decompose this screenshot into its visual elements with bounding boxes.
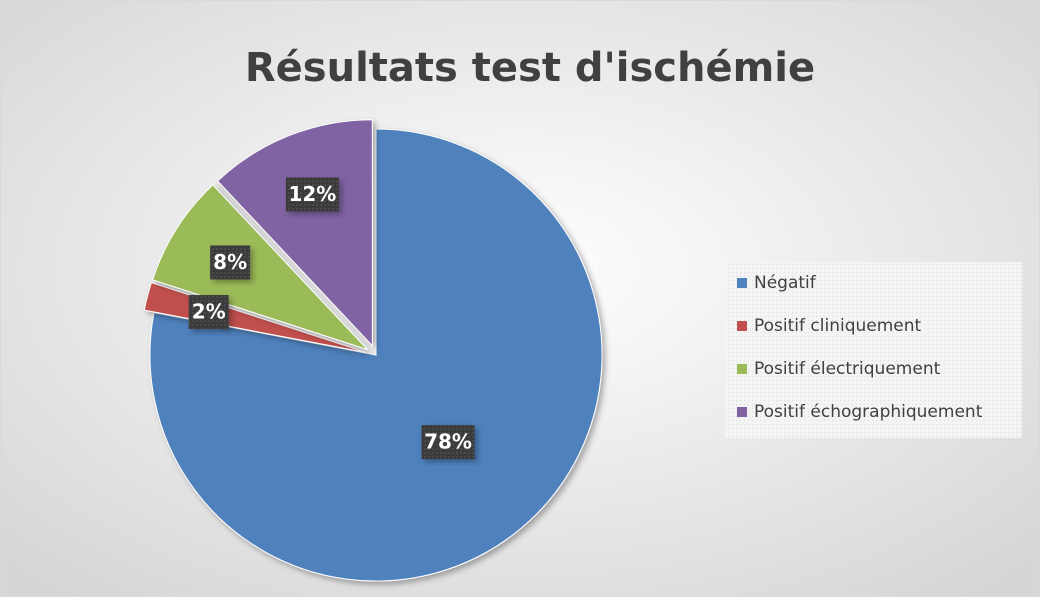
data-label-box [188, 295, 229, 330]
data-label: 12% [288, 182, 336, 206]
legend-label: Négatif [754, 273, 817, 293]
legend-swatch [737, 278, 747, 288]
legend-box [725, 262, 1022, 438]
data-label-box [421, 425, 475, 460]
data-label: 8% [213, 250, 247, 274]
data-label-box [285, 177, 339, 212]
pie-slice [149, 128, 603, 582]
data-label-box [210, 245, 251, 280]
legend-label: Positif échographiquement [754, 402, 983, 422]
pie-slice [151, 184, 368, 351]
legend-label: Positif cliniquement [754, 316, 922, 336]
chart-title: Résultats test d'ischémie [245, 45, 815, 91]
data-label: 2% [192, 300, 226, 324]
legend-swatch [737, 364, 747, 374]
legend-label: Positif électriquement [754, 359, 941, 379]
pie-slice [216, 119, 373, 347]
data-label: 78% [424, 430, 472, 454]
legend-swatch [737, 407, 747, 417]
legend-swatch [737, 321, 747, 331]
